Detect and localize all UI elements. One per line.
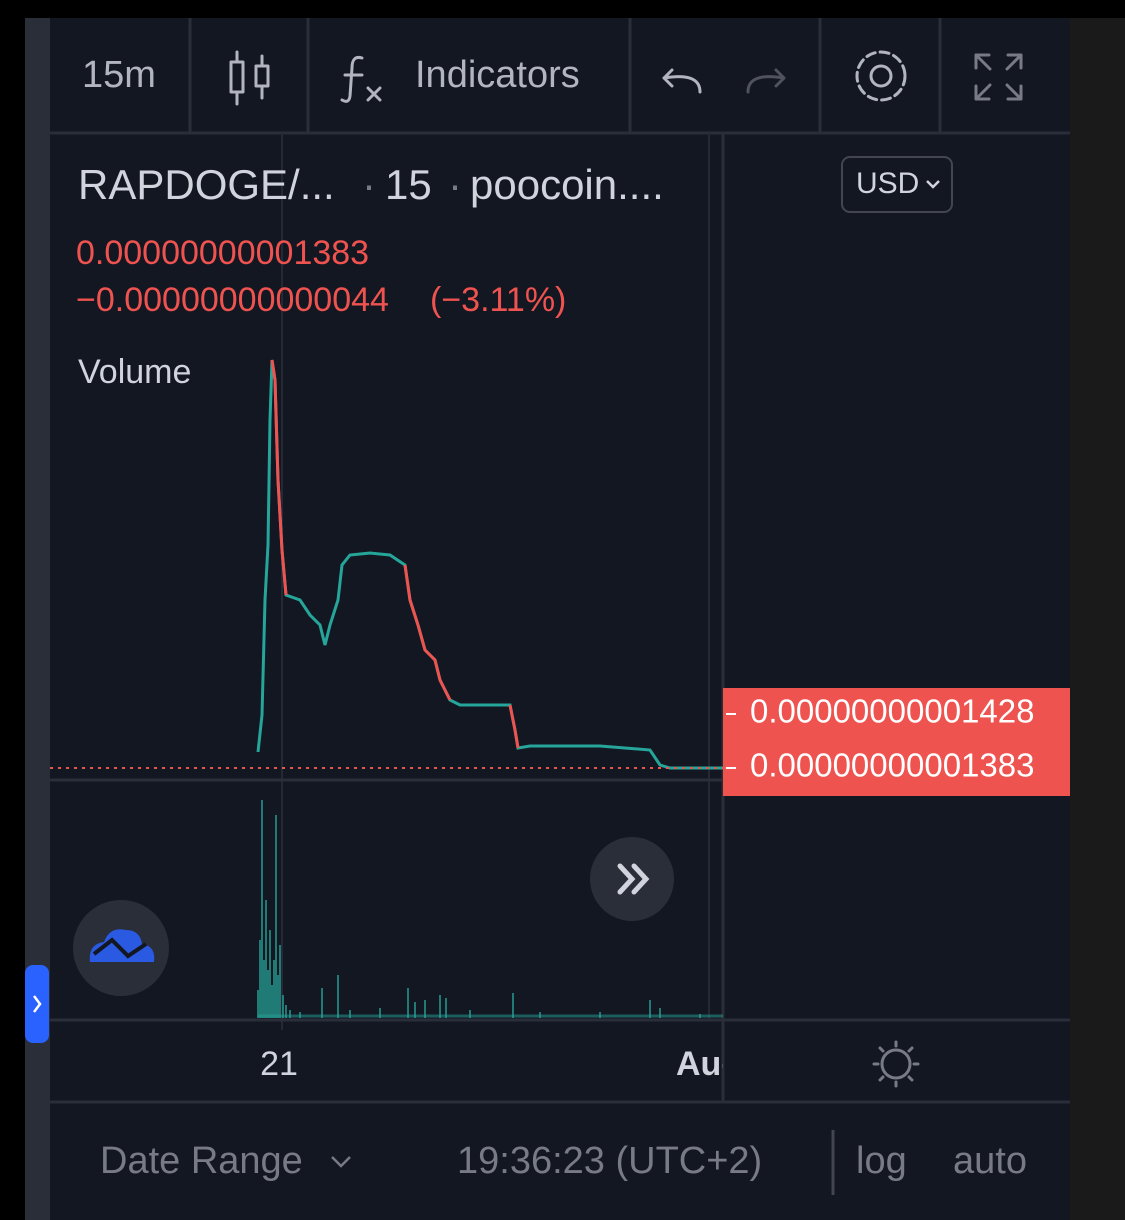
tradingview-logo[interactable] xyxy=(73,900,169,996)
volume-label: Volume xyxy=(78,353,191,391)
price-line-falling xyxy=(508,704,520,749)
auto-button[interactable]: auto xyxy=(953,1140,1027,1182)
currency-button[interactable]: USD xyxy=(841,156,953,213)
sidebar-toggle[interactable] xyxy=(25,965,49,1043)
indicators-label: Indicators xyxy=(415,54,580,96)
redo-button[interactable] xyxy=(746,68,786,94)
toolbar: 15m Indicators xyxy=(50,18,1070,135)
settings-button[interactable] xyxy=(855,50,907,102)
symbol: RAPDOGE/... xyxy=(78,161,335,208)
price-label: 0.00000000001383 xyxy=(750,747,1034,784)
interval-button[interactable]: 15m xyxy=(82,54,156,96)
price-change-percent: (−3.11%) xyxy=(430,281,566,319)
separator-dot: · xyxy=(362,161,376,208)
price-label: 0.00000000001428 xyxy=(750,693,1034,730)
fullscreen-button[interactable] xyxy=(974,53,1023,101)
price-change: −0.00000000000044 xyxy=(76,281,389,319)
dropdown-arrow xyxy=(331,1156,351,1168)
currency-label: USD xyxy=(856,167,919,200)
scroll-to-realtime-button[interactable] xyxy=(590,837,674,921)
indicators-button[interactable]: Indicators xyxy=(340,54,580,103)
date-range-button[interactable]: Date Range xyxy=(100,1140,303,1182)
chart-type-button[interactable] xyxy=(229,50,270,106)
price-label-box xyxy=(723,688,1070,796)
legend-interval: 15 xyxy=(385,161,432,208)
separator-dot: · xyxy=(448,161,462,208)
price-line-falling xyxy=(403,564,452,701)
log-button[interactable]: log xyxy=(856,1140,907,1182)
last-price: 0.00000000001383 xyxy=(76,234,369,272)
time-label: Aug xyxy=(676,1045,742,1083)
price-line-falling xyxy=(270,359,288,596)
theme-button[interactable] xyxy=(872,1040,920,1088)
undo-button[interactable] xyxy=(662,68,702,94)
right-margin xyxy=(1070,18,1125,1220)
clock[interactable]: 19:36:23 (UTC+2) xyxy=(457,1140,762,1182)
time-label: 21 xyxy=(260,1045,298,1083)
exchange: poocoin.... xyxy=(470,161,664,208)
